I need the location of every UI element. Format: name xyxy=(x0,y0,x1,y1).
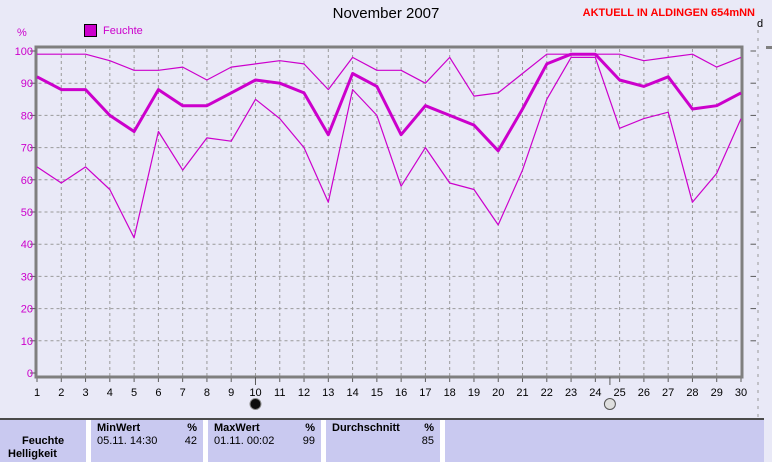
y-tick-label: 30 xyxy=(21,271,33,283)
x-tick-label: 22 xyxy=(541,387,553,399)
x-tick-label: 4 xyxy=(107,387,113,399)
minwert-value: 42 xyxy=(184,435,197,447)
y-tick-label: 60 xyxy=(21,175,33,187)
row-label-feuchte: Feuchte xyxy=(22,435,65,447)
y-tick-label: 50 xyxy=(21,207,33,219)
maxwert-datetime: 01.11. 00:02 xyxy=(214,435,275,447)
maxwert-unit: % xyxy=(305,422,315,434)
right-axis-unit-label: d xyxy=(757,18,764,30)
legend-label: Feuchte xyxy=(103,24,143,37)
y-tick-label: 10 xyxy=(21,336,33,348)
x-tick-label: 8 xyxy=(204,387,210,399)
full-moon-icon xyxy=(603,398,616,410)
x-tick-label: 17 xyxy=(419,387,431,399)
series-line-range xyxy=(37,53,742,97)
maxwert-header: MaxWert xyxy=(214,422,260,434)
summary-table: Feuchte Helligkeit MinWert % 05.11. 14:3… xyxy=(0,418,764,462)
legend-swatch-icon xyxy=(84,24,97,37)
durchschnitt-value: 85 xyxy=(421,435,434,447)
x-tick-label: 16 xyxy=(395,387,407,399)
y-tick-label: 90 xyxy=(21,78,33,90)
x-tick-label: 28 xyxy=(686,387,698,399)
durchschnitt-header: Durchschnitt xyxy=(332,422,400,434)
row-label-helligkeit: Helligkeit xyxy=(8,448,57,460)
x-tick-label: 14 xyxy=(346,387,358,399)
y-tick-label: 80 xyxy=(21,110,33,122)
series-line-range xyxy=(36,56,742,239)
y-tick-label: 40 xyxy=(21,239,33,251)
empty-cell xyxy=(445,420,764,462)
x-tick-label: 27 xyxy=(662,387,674,399)
x-tick-label: 9 xyxy=(228,387,234,399)
x-tick-label: 13 xyxy=(322,387,334,399)
right-panel-frame-stub xyxy=(766,46,772,49)
station-alert-text: AKTUELL IN ALDINGEN 654mNN xyxy=(582,7,755,19)
page-title: November 2007 xyxy=(332,5,440,22)
x-tick-label: 6 xyxy=(155,387,161,399)
x-tick-label: 30 xyxy=(735,387,747,399)
legend: Feuchte xyxy=(84,24,143,37)
x-tick-label: 19 xyxy=(468,387,480,399)
x-tick-label: 11 xyxy=(274,387,285,399)
y-tick-label: 20 xyxy=(21,304,33,316)
summary-row-labels: Feuchte Helligkeit xyxy=(0,420,86,462)
x-tick-label: 20 xyxy=(492,387,504,399)
x-tick-label: 12 xyxy=(298,387,310,399)
y-tick-label: 0 xyxy=(27,368,33,380)
x-tick-label: 26 xyxy=(638,387,650,399)
minwert-header: MinWert xyxy=(97,422,141,434)
x-tick-label: 1 xyxy=(34,387,40,399)
x-tick-label: 2 xyxy=(58,387,64,399)
y-tick-label: 100 xyxy=(15,46,33,58)
minwert-cell: MinWert % 05.11. 14:30 42 xyxy=(91,420,203,462)
series-line-mean xyxy=(36,52,742,153)
x-tick-label: 24 xyxy=(589,387,601,399)
x-tick-label: 23 xyxy=(565,387,577,399)
x-tick-label: 18 xyxy=(444,387,456,399)
x-tick-label: 3 xyxy=(82,387,88,399)
x-tick-label: 15 xyxy=(371,387,383,399)
maxwert-value: 99 xyxy=(302,435,315,447)
x-tick-label: 25 xyxy=(613,387,625,399)
x-tick-label: 7 xyxy=(180,387,186,399)
plot-frame xyxy=(34,45,744,379)
x-tick-label: 10 xyxy=(249,387,261,399)
durchschnitt-cell: Durchschnitt % 85 xyxy=(326,420,440,462)
y-axis-unit-label: % xyxy=(17,27,27,39)
x-tick-label: 29 xyxy=(711,387,723,399)
maxwert-cell: MaxWert % 01.11. 00:02 99 xyxy=(208,420,321,462)
y-tick-label: 70 xyxy=(21,143,33,155)
minwert-datetime: 05.11. 14:30 xyxy=(97,435,158,447)
new-moon-icon xyxy=(249,398,262,410)
x-tick-label: 21 xyxy=(516,387,528,399)
minwert-unit: % xyxy=(187,422,197,434)
durchschnitt-unit: % xyxy=(424,422,434,434)
x-tick-label: 5 xyxy=(131,387,137,399)
